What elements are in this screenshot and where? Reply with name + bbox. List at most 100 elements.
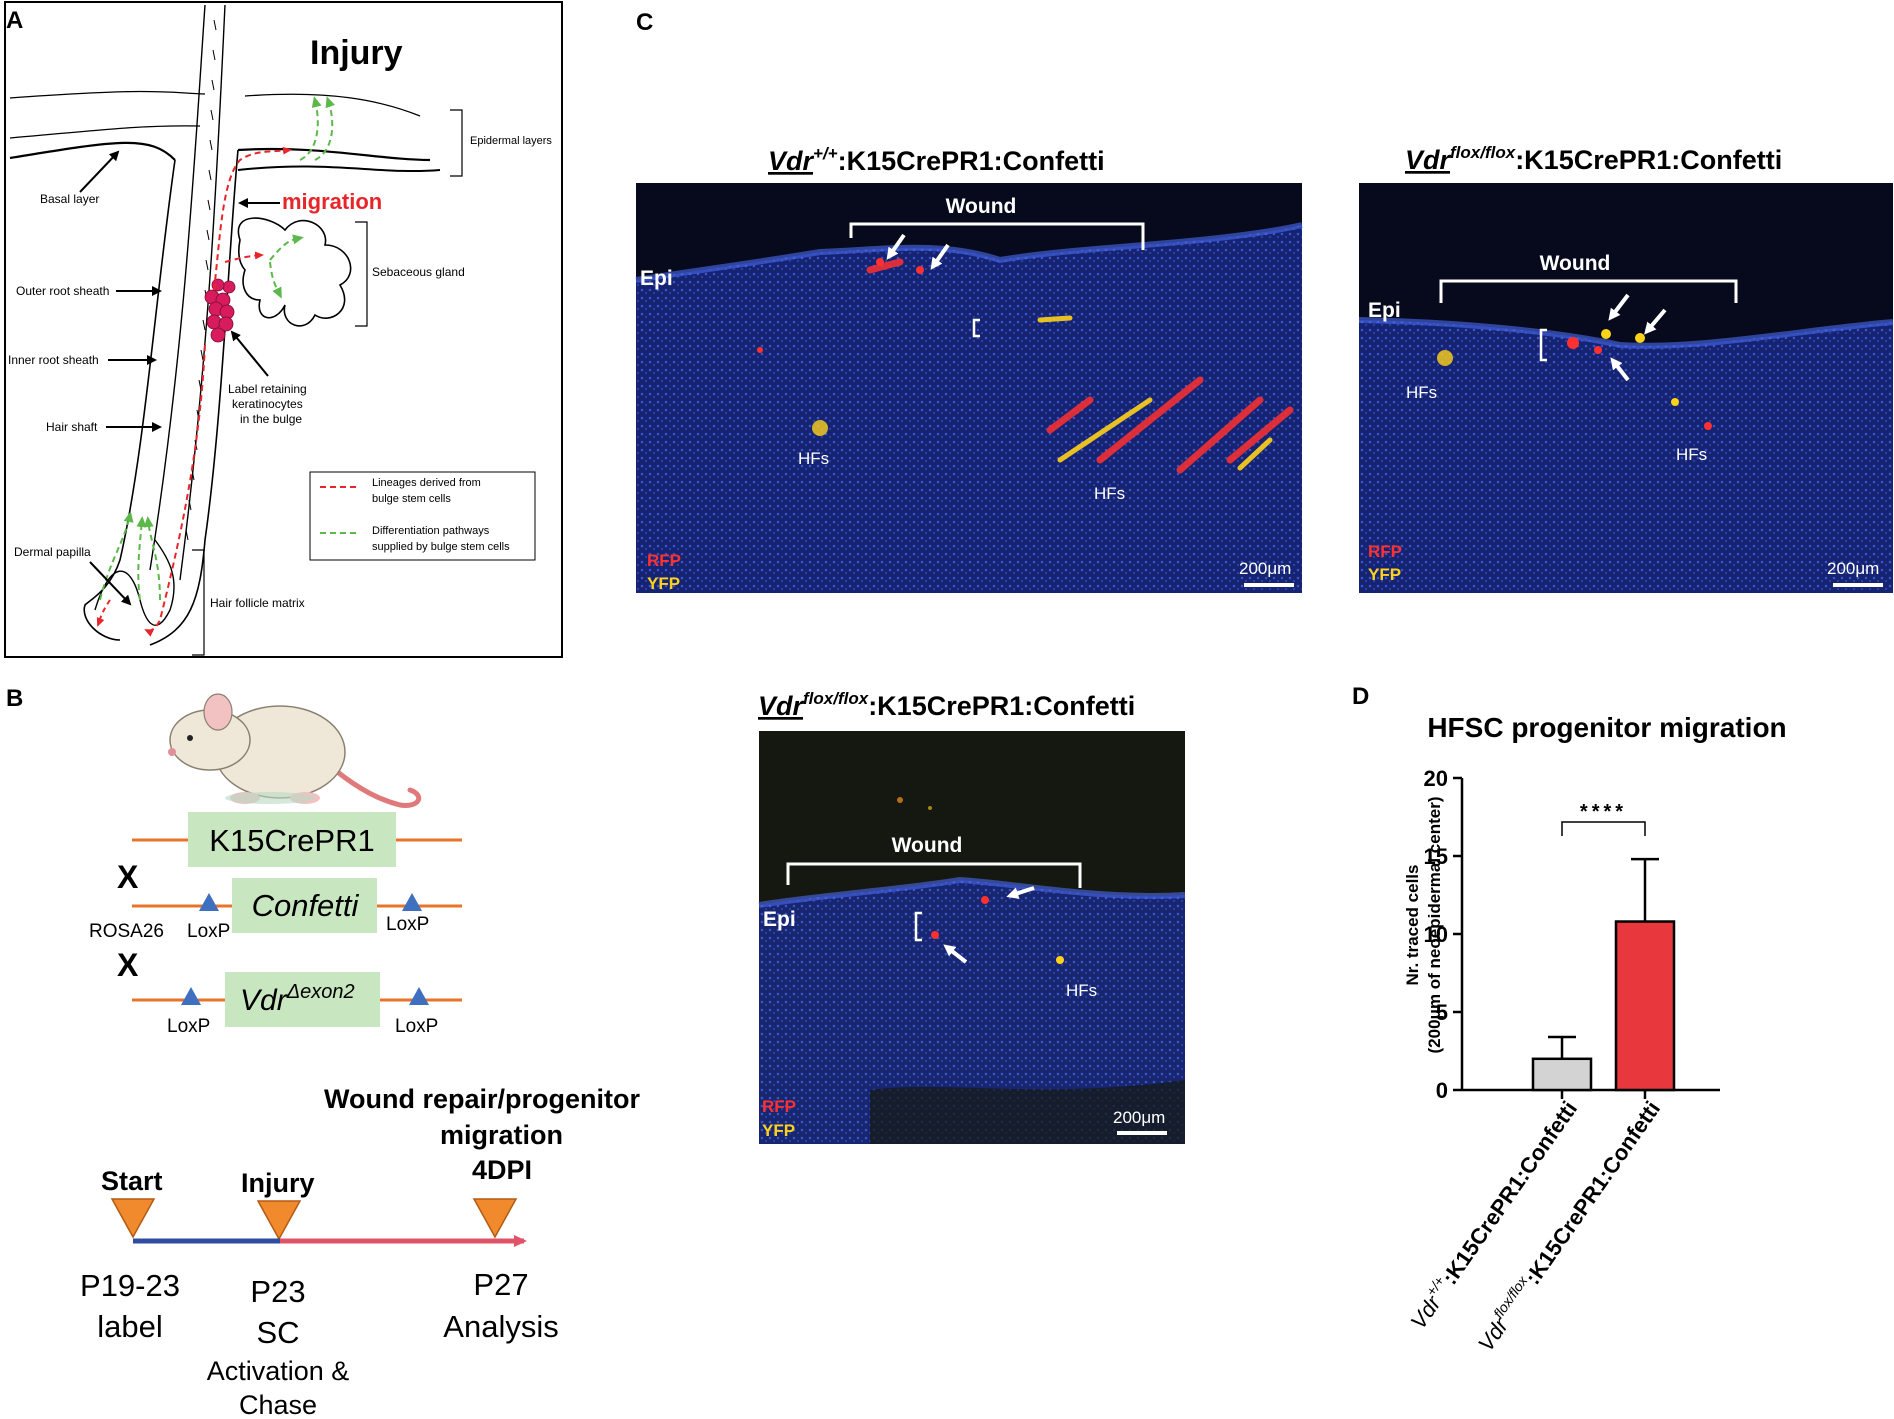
rfp-label-2: RFP: [1368, 542, 1402, 561]
epidermis-top-line: [9, 90, 206, 99]
label-retaining-3: in the bulge: [240, 412, 302, 426]
image3-title: Vdrflox/flox:K15CrePR1:Confetti: [758, 689, 1135, 721]
label-inner-root-sheath: Inner root sheath: [8, 353, 99, 367]
panel-a-frame: [4, 1, 563, 658]
y-axis-label-1: Nr. traced cells: [1403, 865, 1422, 986]
loxp-triangle-1: [199, 893, 219, 911]
micrograph-1: [635, 183, 1303, 593]
yfp-label-3: YFP: [762, 1121, 795, 1140]
legend-green-2: supplied by bulge stem cells: [372, 541, 510, 553]
bar-chart: 0 5 10 15 20 ****: [1424, 766, 1720, 1103]
timeline-title-2: migration: [440, 1120, 563, 1150]
injury-title: Injury: [310, 34, 403, 72]
panel-d: D HFSC progenitor migration Nr. traced c…: [1352, 683, 1787, 1356]
category-label-1: Vdr+/+:K15CrePR1:Confetti: [1403, 1095, 1582, 1334]
epi-label-2: Epi: [1368, 299, 1401, 322]
legend-red-1: Lineages derived from: [372, 477, 481, 489]
vdr-box: [225, 972, 380, 1027]
wound-bracket-3: [786, 862, 1082, 888]
scale-label-3: 200μm: [1113, 1108, 1165, 1127]
dermal-papilla-arrow: [89, 561, 132, 606]
label-sebaceous-gland: Sebaceous gland: [372, 265, 465, 279]
image2-title: Vdrflox/flox:K15CrePR1:Confetti: [1405, 143, 1782, 175]
wound-bracket-1: [849, 222, 1145, 250]
loxp-label-3: LoxP: [167, 1016, 210, 1037]
confetti-label: Confetti: [252, 888, 360, 923]
y-tick-label: 0: [1436, 1078, 1448, 1103]
panel-label-b: B: [6, 685, 23, 712]
timeline-label: label: [97, 1309, 163, 1344]
timeline-p19: P19-23: [80, 1268, 180, 1303]
white-arrow-2b: [1644, 308, 1667, 335]
timeline-p27: P27: [473, 1267, 528, 1302]
panel-c: C Vdr+/+:K15CrePR1:Confetti: [635, 9, 1894, 1144]
y-tick-label: 5: [1436, 1000, 1448, 1025]
bulge-cells: [204, 278, 236, 343]
sebaceous-bracket: [355, 221, 368, 327]
vdr-superscript: Δexon2: [286, 981, 355, 1003]
yfp-label-1: YFP: [647, 574, 680, 593]
legend-green-1: Differentiation pathways: [372, 525, 490, 537]
y-tick-label: 10: [1424, 922, 1448, 947]
yfp-label-2: YFP: [1368, 565, 1401, 584]
epidermal-bracket: [450, 109, 463, 177]
dermal-papilla-shape: [94, 539, 175, 626]
loxp-label-2: LoxP: [386, 914, 429, 935]
panel-label-a: A: [6, 7, 23, 34]
cross-1: X: [117, 859, 139, 895]
label-retaining-2: keratinocytes: [232, 397, 303, 411]
panel-a-legend: Lineages derived from bulge stem cells D…: [309, 471, 536, 561]
bar: [1614, 920, 1676, 1092]
red-lineage-papilla: [96, 599, 111, 627]
cross-2: X: [117, 947, 139, 983]
label-migration: migration: [282, 189, 382, 214]
label-dermal-papilla: Dermal papilla: [14, 545, 91, 559]
white-arrow-2a: [1608, 293, 1630, 321]
panel-label-d: D: [1352, 683, 1369, 710]
label-epidermal-layers: Epidermal layers: [470, 135, 552, 147]
follicle-outer-left: [83, 159, 176, 641]
matrix-bracket: [192, 549, 205, 656]
timeline-title-3: 4DPI: [472, 1155, 532, 1185]
bracket-3: [914, 911, 922, 942]
loxp-triangle-4: [409, 987, 429, 1005]
micrograph-3: [758, 731, 1186, 1144]
marker-start: [110, 1198, 156, 1239]
scale-label-1: 200μm: [1239, 559, 1291, 578]
wound-label-1: Wound: [946, 195, 1017, 218]
red-lineage-sebaceous: [224, 251, 264, 263]
timeline-chase: Chase: [239, 1390, 317, 1419]
white-arrow-3b: [943, 944, 968, 964]
image1-title: Vdr+/+:K15CrePR1:Confetti: [768, 144, 1105, 176]
significance-bracket: [1561, 821, 1646, 836]
panel-label-c: C: [636, 9, 653, 36]
green-epidermis-2: [314, 96, 336, 161]
panel-b: B K15CrePR1 X Confetti ROSA26 LoxP LoxP …: [6, 685, 640, 1419]
white-arrow-1b: [930, 243, 950, 270]
bracket-1: [972, 318, 980, 338]
epidermis-mid-line: [9, 125, 201, 139]
timeline-start: Start: [101, 1166, 163, 1196]
hair-shaft-ticks: [185, 19, 217, 541]
hfs-label-2b: HFs: [1676, 445, 1707, 464]
wound-label-2: Wound: [1540, 252, 1611, 275]
basal-line-left: [9, 141, 176, 161]
y-tick-label: 15: [1424, 844, 1448, 869]
significance-stars: ****: [1580, 801, 1627, 823]
bracket-2: [1539, 328, 1547, 362]
green-matrix-3: [136, 516, 147, 601]
hfs-label-2a: HFs: [1406, 383, 1437, 402]
loxp-label-1: LoxP: [187, 921, 230, 942]
wound-bracket-2: [1439, 279, 1738, 303]
epi-label-3: Epi: [763, 908, 796, 931]
mouse-illustration: [168, 693, 422, 808]
inner-sheath-right: [179, 4, 226, 581]
red-lineage-down: [144, 344, 206, 637]
epi-label-1: Epi: [640, 267, 673, 290]
timeline-analysis: Analysis: [443, 1309, 558, 1344]
white-arrow-3a: [1006, 886, 1035, 899]
timeline-title-1: Wound repair/progenitor: [324, 1084, 640, 1114]
k15-label: K15CrePR1: [209, 823, 374, 858]
label-basal-layer: Basal layer: [40, 192, 99, 206]
confetti-box: [232, 878, 377, 933]
